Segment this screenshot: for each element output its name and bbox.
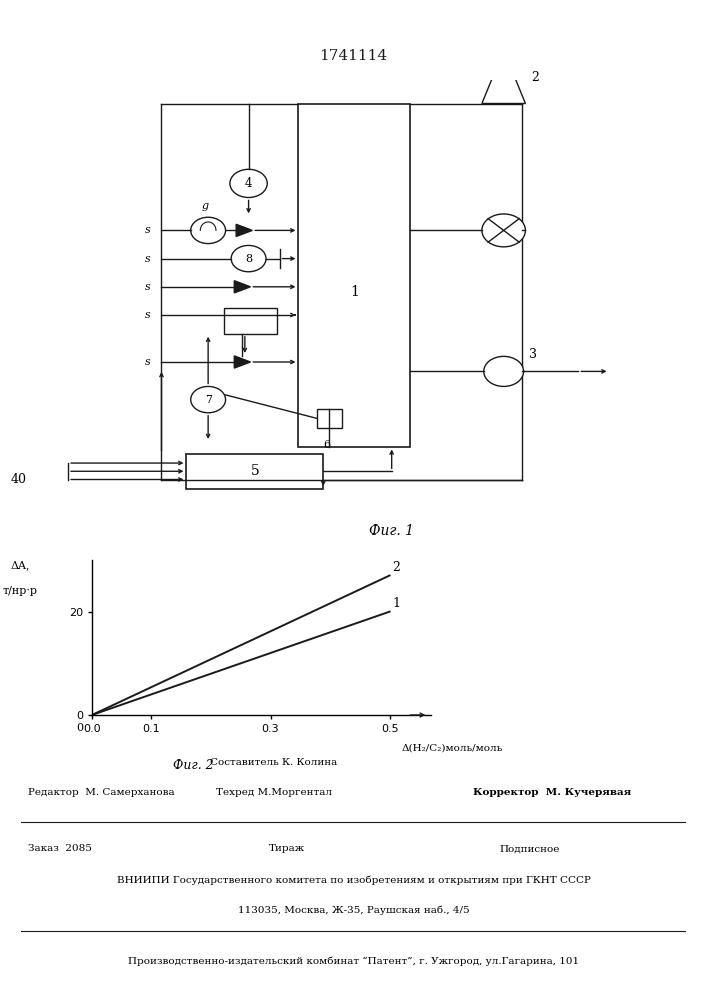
- Polygon shape: [236, 224, 252, 237]
- Polygon shape: [234, 356, 250, 368]
- Text: 113035, Москва, Ж-35, Раушская наб., 4/5: 113035, Москва, Ж-35, Раушская наб., 4/5: [238, 906, 469, 915]
- Text: g: g: [201, 201, 209, 211]
- Text: 40: 40: [11, 473, 26, 486]
- Circle shape: [191, 217, 226, 244]
- Bar: [223, 308, 276, 334]
- Text: 2: 2: [532, 71, 539, 84]
- Text: Фиг. 2: Фиг. 2: [173, 759, 214, 772]
- Text: 2: 2: [392, 561, 400, 574]
- Text: ВНИИПИ Государственного комитета по изобретениям и открытиям при ГКНТ СССР: ВНИИПИ Государственного комитета по изоб…: [117, 875, 590, 885]
- Text: 3: 3: [529, 348, 537, 361]
- Text: s: s: [144, 282, 151, 292]
- Text: 1741114: 1741114: [320, 49, 387, 63]
- Text: Составитель К. Колина: Составитель К. Колина: [210, 758, 337, 767]
- Text: Корректор  М. Кучерявая: Корректор М. Кучерявая: [473, 788, 631, 797]
- Text: Тираж: Тираж: [269, 844, 305, 853]
- Circle shape: [231, 245, 266, 272]
- Bar: [298, 104, 410, 447]
- Text: 0: 0: [76, 723, 83, 733]
- Text: s: s: [144, 357, 151, 367]
- Text: Производственно-издательский комбинат “Патент”, г. Ужгород, ул.Гагарина, 101: Производственно-издательский комбинат “П…: [128, 957, 579, 966]
- Text: Заказ  2085: Заказ 2085: [28, 844, 92, 853]
- Text: 4: 4: [245, 177, 252, 190]
- Circle shape: [230, 169, 267, 198]
- Text: 5: 5: [250, 464, 259, 478]
- Text: s: s: [144, 254, 151, 264]
- Polygon shape: [482, 78, 525, 104]
- Text: 1: 1: [392, 597, 401, 610]
- Text: ΔA,: ΔA,: [11, 560, 30, 570]
- Text: 7: 7: [204, 395, 211, 405]
- Text: 1: 1: [350, 284, 358, 298]
- Text: Техред М.Моргентал: Техред М.Моргентал: [216, 788, 332, 797]
- Text: 8: 8: [245, 254, 252, 264]
- Circle shape: [191, 386, 226, 413]
- Text: 6: 6: [323, 440, 330, 450]
- Text: s: s: [144, 310, 151, 320]
- Text: Фиг. 1: Фиг. 1: [369, 524, 414, 538]
- Polygon shape: [234, 281, 250, 293]
- Text: Δ(Н₂/С₂)моль/моль: Δ(Н₂/С₂)моль/моль: [402, 743, 503, 752]
- Bar: [317, 409, 342, 428]
- Text: Редактор  М. Самерханова: Редактор М. Самерханова: [28, 788, 175, 797]
- Text: s: s: [144, 225, 151, 235]
- Text: т/нр·р: т/нр·р: [3, 586, 38, 596]
- Circle shape: [482, 214, 525, 247]
- Circle shape: [484, 356, 524, 386]
- Bar: [187, 454, 323, 489]
- Text: Подписное: Подписное: [500, 844, 560, 853]
